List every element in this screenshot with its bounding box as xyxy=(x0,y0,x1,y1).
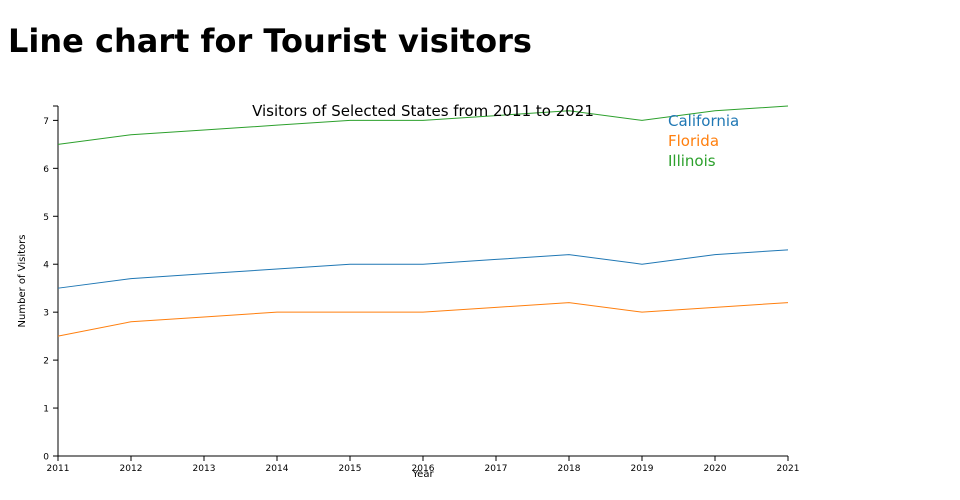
x-tick-label: 2011 xyxy=(47,464,70,474)
legend-item-illinois: Illinois xyxy=(668,152,716,170)
series-line-california xyxy=(57,249,789,289)
series-line-illinois xyxy=(57,105,789,145)
x-tick-label: 2015 xyxy=(339,464,362,474)
x-tick-label: 2019 xyxy=(631,464,654,474)
x-axis-label: Year xyxy=(411,469,434,480)
legend-item-california: California xyxy=(668,112,739,130)
y-tick-label: 7 xyxy=(43,117,49,127)
chart-series-lines xyxy=(57,105,789,337)
y-tick-label: 5 xyxy=(43,213,49,223)
y-tick-label: 0 xyxy=(43,453,49,463)
page-title: Line chart for Tourist visitors xyxy=(8,22,532,60)
y-tick-label: 6 xyxy=(43,165,49,175)
y-tick-label: 4 xyxy=(43,261,49,271)
x-tick-label: 2016 xyxy=(412,464,435,474)
y-tick-label: 2 xyxy=(43,357,49,367)
y-axis-label: Number of Visitors xyxy=(17,235,28,328)
y-tick-label: 1 xyxy=(43,405,49,415)
chart-title: Visitors of Selected States from 2011 to… xyxy=(252,102,594,120)
x-tick-label: 2013 xyxy=(193,464,216,474)
chart-axes: 0 1 2 3 4 5 6 7 2011 2012 2013 2014 2015 2016 2017 2018… xyxy=(43,105,800,474)
x-tick-label: 2017 xyxy=(485,464,508,474)
chart-legend: California Florida Illinois xyxy=(668,112,739,170)
x-tick-label: 2012 xyxy=(120,464,143,474)
y-tick-label: 3 xyxy=(43,309,49,319)
x-tick-label: 2014 xyxy=(266,464,289,474)
legend-item-florida: Florida xyxy=(668,132,719,150)
x-tick-label: 2021 xyxy=(777,464,800,474)
x-tick-label: 2018 xyxy=(558,464,581,474)
series-line-florida xyxy=(57,302,789,337)
x-tick-label: 2020 xyxy=(704,464,727,474)
